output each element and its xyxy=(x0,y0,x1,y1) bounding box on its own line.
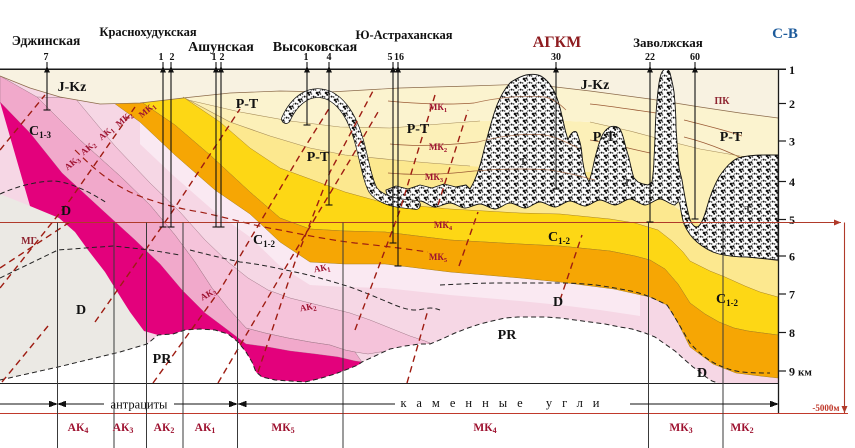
svg-text:1: 1 xyxy=(304,52,309,63)
svg-text:D: D xyxy=(697,366,707,381)
svg-text:Т: Т xyxy=(519,156,527,168)
svg-text:Р-Т: Р-Т xyxy=(593,130,616,145)
svg-text:J-Kz: J-Kz xyxy=(58,80,87,95)
svg-text:АК2: АК2 xyxy=(299,301,318,316)
svg-text:J-Kz: J-Kz xyxy=(581,78,610,93)
svg-text:PR: PR xyxy=(153,352,173,367)
svg-text:МК2: МК2 xyxy=(429,142,447,154)
svg-text:2: 2 xyxy=(170,52,175,63)
svg-text:МК5: МК5 xyxy=(271,422,294,435)
svg-text:Т: Т xyxy=(744,204,752,216)
svg-text:30: 30 xyxy=(551,52,561,63)
svg-text:Р-Т: Р-Т xyxy=(407,122,430,137)
svg-text:3: 3 xyxy=(789,135,795,149)
svg-text:Ашунская: Ашунская xyxy=(188,40,254,55)
svg-text:каменные угли: каменные угли xyxy=(400,396,609,410)
svg-text:АГКМ: АГКМ xyxy=(533,34,581,51)
svg-text:МК4: МК4 xyxy=(434,220,453,232)
svg-text:1: 1 xyxy=(212,52,217,63)
svg-text:АК1: АК1 xyxy=(313,262,332,277)
svg-text:5: 5 xyxy=(789,213,795,227)
svg-text:2: 2 xyxy=(220,52,225,63)
svg-text:Высоковская: Высоковская xyxy=(273,40,358,55)
svg-text:ПК: ПК xyxy=(714,96,730,107)
svg-text:4: 4 xyxy=(327,52,332,63)
svg-text:22: 22 xyxy=(645,52,655,63)
svg-text:7: 7 xyxy=(789,288,795,302)
svg-text:С-В: С-В xyxy=(772,26,798,42)
svg-text:Р-Т: Р-Т xyxy=(236,97,259,112)
svg-text:АК4: АК4 xyxy=(68,422,89,435)
svg-text:Краснохудукская: Краснохудукская xyxy=(99,25,196,39)
svg-text:Ю-Астраханская: Ю-Астраханская xyxy=(355,28,452,42)
svg-text:МК3: МК3 xyxy=(425,172,444,184)
svg-text:4: 4 xyxy=(789,175,795,189)
svg-text:МК5: МК5 xyxy=(429,252,448,264)
svg-text:9 км: 9 км xyxy=(789,365,812,379)
svg-text:PR: PR xyxy=(498,328,518,343)
svg-text:1: 1 xyxy=(789,63,795,77)
svg-text:8: 8 xyxy=(789,326,795,340)
svg-text:D: D xyxy=(61,204,71,219)
svg-text:-5000м: -5000м xyxy=(812,403,839,413)
svg-text:1: 1 xyxy=(159,52,164,63)
svg-text:Эджинская: Эджинская xyxy=(12,33,81,48)
svg-text:5: 5 xyxy=(388,52,393,63)
svg-text:Т: Т xyxy=(623,177,631,189)
svg-text:МГ: МГ xyxy=(21,236,37,247)
svg-text:60: 60 xyxy=(690,52,700,63)
svg-text:АК1: АК1 xyxy=(195,422,216,435)
svg-text:МК4: МК4 xyxy=(473,422,496,435)
svg-text:МК2: МК2 xyxy=(730,422,753,435)
svg-text:2: 2 xyxy=(789,97,795,111)
svg-text:Р-Т: Р-Т xyxy=(307,150,330,165)
svg-text:МК1: МК1 xyxy=(429,102,447,114)
svg-text:7: 7 xyxy=(44,52,49,63)
svg-text:16: 16 xyxy=(394,52,404,63)
svg-text:Р-Т: Р-Т xyxy=(720,130,743,145)
svg-text:D: D xyxy=(76,303,86,318)
svg-text:Заволжская: Заволжская xyxy=(633,35,703,50)
svg-text:антрациты: антрациты xyxy=(111,398,168,412)
svg-text:АК2: АК2 xyxy=(154,422,175,435)
svg-text:6: 6 xyxy=(789,250,795,264)
svg-text:АК3: АК3 xyxy=(113,422,134,435)
svg-text:D: D xyxy=(553,295,563,310)
svg-text:МК3: МК3 xyxy=(669,422,692,435)
